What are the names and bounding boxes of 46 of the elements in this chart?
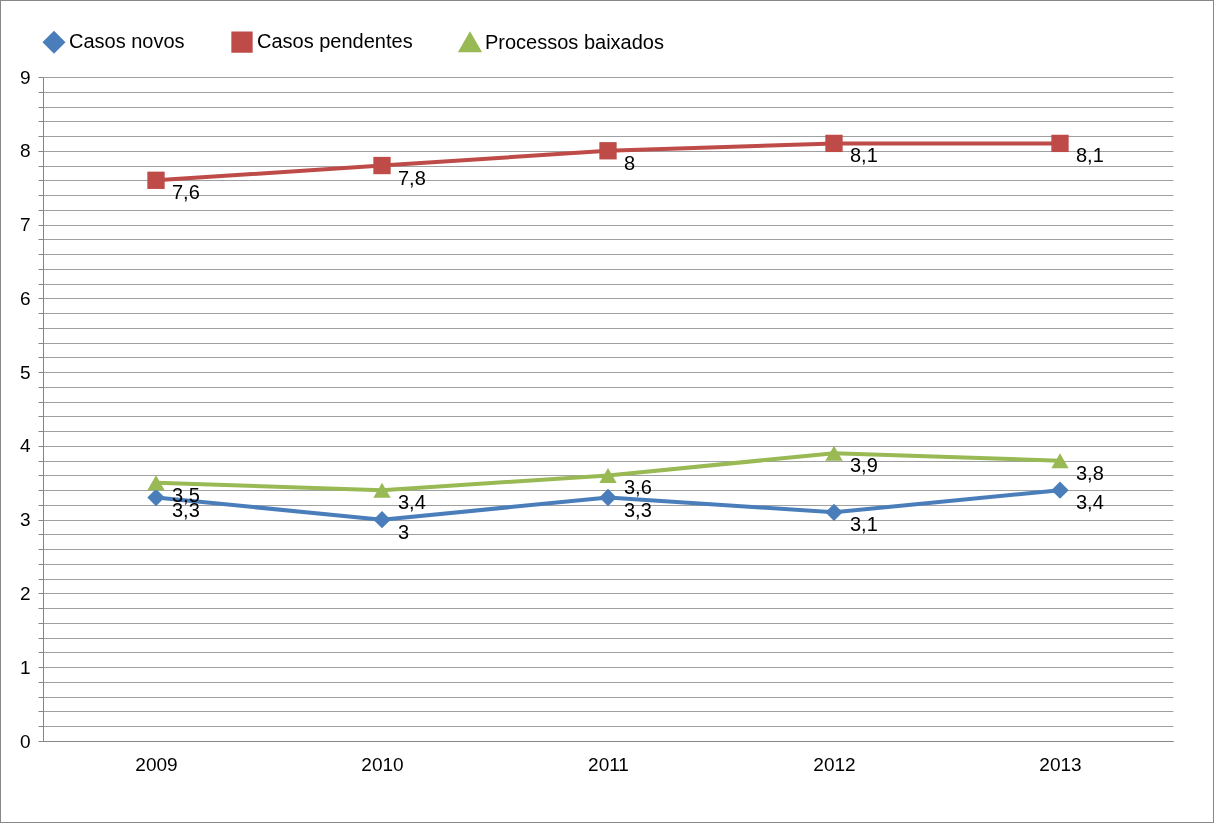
legend-label: Casos novos <box>69 30 185 53</box>
y-tick-label: 3 <box>19 509 31 531</box>
data-label: 3,4 <box>1076 491 1104 514</box>
x-tick-label: 2009 <box>135 753 178 775</box>
point <box>373 482 391 498</box>
point <box>599 488 617 507</box>
data-label: 3 <box>398 520 410 543</box>
data-label: 7,6 <box>172 181 200 204</box>
data-label: 3,3 <box>624 498 652 521</box>
y-tick-label: 5 <box>19 361 31 383</box>
point <box>147 475 165 491</box>
point <box>373 156 391 175</box>
point <box>1051 134 1069 153</box>
point <box>147 488 165 507</box>
data-label: 3,8 <box>1076 461 1104 484</box>
point <box>599 467 617 483</box>
y-tick-label: 4 <box>19 435 31 457</box>
y-tick-label: 9 <box>19 66 31 88</box>
data-label: 3,1 <box>850 513 878 536</box>
y-tick-label: 1 <box>19 656 31 678</box>
y-tick-label: 0 <box>19 730 31 752</box>
data-label: 3,6 <box>624 476 652 499</box>
y-tick-label: 8 <box>19 140 31 162</box>
x-tick-label: 2010 <box>361 753 404 775</box>
data-label: 8,1 <box>1076 144 1104 167</box>
point <box>147 171 165 189</box>
data-label: 8,1 <box>850 144 878 167</box>
legend-label: Processos baixados <box>485 30 664 53</box>
y-tick-label: 6 <box>19 287 31 309</box>
y-tick-label: 2 <box>19 582 31 604</box>
y-tick-label: 7 <box>19 214 31 236</box>
point <box>1051 481 1069 499</box>
point <box>599 142 617 160</box>
data-label: 3,4 <box>398 491 426 514</box>
point <box>825 134 843 153</box>
legend-label: Casos pendentes <box>257 30 413 53</box>
data-label: 7,8 <box>398 166 426 189</box>
point <box>825 445 843 461</box>
data-label: 3,9 <box>850 454 878 477</box>
point <box>373 511 391 529</box>
point <box>1051 453 1069 469</box>
x-tick-label: 2011 <box>588 753 629 775</box>
point <box>825 503 843 521</box>
data-label: 8 <box>624 151 636 174</box>
x-tick-label: 2012 <box>813 753 856 775</box>
x-tick-label: 2013 <box>1039 753 1082 775</box>
